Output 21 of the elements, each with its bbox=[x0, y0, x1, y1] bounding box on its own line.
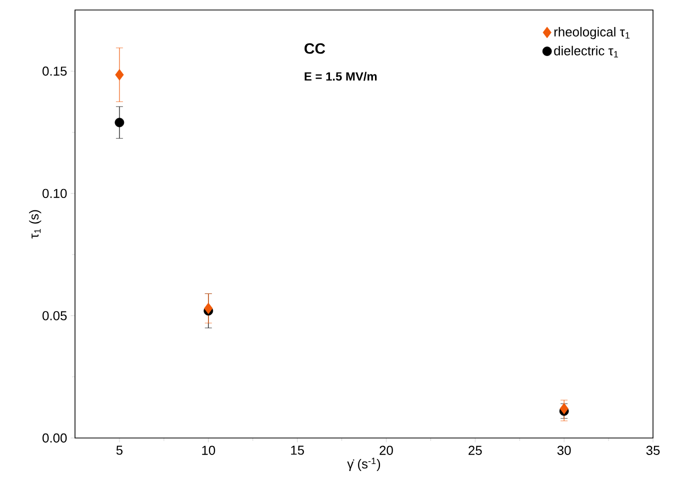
text: CC bbox=[304, 43, 326, 54]
y-tick-label: 0.10 bbox=[42, 188, 67, 198]
x-tick-label: 25 bbox=[468, 446, 482, 455]
x-tick-label: 15 bbox=[291, 446, 304, 455]
y-tick-label: 0.05 bbox=[42, 311, 67, 320]
legend-label: dielectric τ$_{1}$ bbox=[554, 46, 618, 58]
x-axis-title: γ̇ (s$^{-1}$) bbox=[347, 458, 380, 472]
y-axis-title: τ$_{1}$ (s) bbox=[29, 210, 42, 238]
x-tick-label: 35 bbox=[646, 446, 660, 455]
x-tick-label: 30 bbox=[557, 446, 571, 455]
point bbox=[560, 402, 568, 414]
x-tick-label: 20 bbox=[380, 446, 393, 455]
x-tick-label: 5 bbox=[116, 446, 123, 455]
y-tick-label: 0.00 bbox=[42, 433, 67, 443]
point bbox=[114, 118, 124, 128]
text: E = 1.5 MV/m bbox=[304, 72, 377, 81]
x-tick-label: 10 bbox=[202, 446, 216, 455]
legend-label: rheological τ$_{1}$ bbox=[554, 27, 630, 40]
y-tick-label: 0.15 bbox=[42, 66, 67, 76]
point bbox=[115, 69, 124, 81]
point bbox=[204, 302, 213, 314]
